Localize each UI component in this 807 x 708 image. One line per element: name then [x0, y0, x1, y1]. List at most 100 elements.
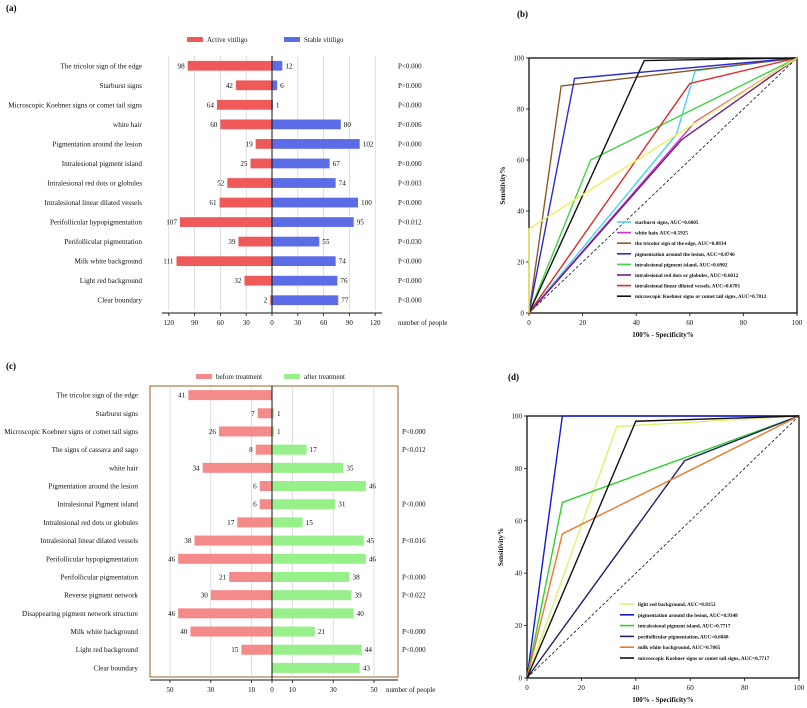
bar-stable [272, 256, 336, 267]
value-label-before: 8 [249, 446, 253, 454]
category-label: The tricolor sign of the edge [60, 62, 142, 70]
bar-active [235, 80, 272, 91]
p-value: P<0.000 [402, 573, 426, 581]
x-tick-label: 40 [632, 684, 640, 692]
panel-label: (b) [517, 9, 528, 19]
x-tick-label: 60 [217, 319, 225, 327]
x-tick-label: 90 [191, 319, 199, 327]
value-label-before: 21 [219, 573, 227, 581]
bar-active [216, 99, 272, 110]
value-label-active: 2 [264, 297, 268, 305]
bar-stable [272, 80, 278, 91]
value-label-stable: 74 [339, 258, 347, 266]
roc-curve-3 [526, 415, 800, 679]
x-tick-label: 0 [270, 686, 274, 694]
value-label-before: 41 [178, 392, 186, 400]
bar-after [272, 481, 366, 492]
y-axis-title: Sensitivity% [499, 166, 507, 204]
legend-label: intralesional pigment island, AUC=0.6902 [635, 262, 728, 268]
legend-swatch [284, 37, 300, 42]
p-value: P<0.000 [402, 501, 426, 509]
value-label-after: 15 [306, 519, 314, 527]
y-tick-label: 0 [519, 675, 523, 683]
roc-curve-5 [526, 415, 800, 679]
bar-before [241, 644, 272, 655]
x-tick-label: 40 [633, 319, 641, 327]
category-label: Light red background [80, 277, 143, 285]
bar-stable [272, 275, 338, 286]
category-label: Intralesional pigment island [62, 160, 143, 168]
x-tick-label: 60 [687, 684, 695, 692]
category-label: Reverse pigment network [64, 592, 138, 600]
bar-stable [272, 236, 320, 247]
p-value: P<0.000 [398, 258, 422, 266]
value-label-after: 1 [277, 410, 281, 418]
value-label-stable: 74 [339, 180, 347, 188]
x-tick-label: 60 [686, 319, 694, 327]
p-value: P<0.012 [398, 219, 422, 227]
p-value: P<0.030 [398, 238, 422, 246]
bar-stable [272, 60, 283, 71]
value-label-before: 6 [253, 501, 257, 509]
p-value: P<0.000 [402, 628, 426, 636]
value-label-before: 26 [209, 428, 217, 436]
panel-d: (d) 00 20 20 40 40 60 60 80 80 100 100 100% - Specif… [497, 372, 805, 704]
value-label-before: 6 [253, 483, 257, 491]
value-label-before: 34 [192, 464, 200, 472]
category-label: Pigmentation around the lesion [48, 483, 138, 491]
bar-active [270, 295, 272, 306]
bar-after [272, 462, 344, 473]
x-tick-label: 20 [579, 319, 587, 327]
value-label-stable: 12 [285, 62, 293, 70]
bar-active [227, 178, 272, 188]
legend-label: light red background, AUC=0.8152 [638, 602, 716, 608]
bar-before [257, 408, 272, 419]
x-tick-label: 50 [167, 686, 175, 694]
value-label-after: 38 [353, 573, 361, 581]
panel-label: (a) [6, 3, 17, 13]
value-label-before: 46 [168, 610, 176, 618]
value-label-after: 40 [357, 610, 365, 618]
p-value: P<0.000 [398, 199, 422, 207]
x-axis-title: 100% - Specificity% [632, 696, 693, 704]
y-tick-label: 60 [515, 517, 523, 525]
category-label: Milk white background [75, 258, 143, 266]
value-label-before: 7 [251, 410, 255, 418]
category-label: white hair [113, 121, 143, 129]
bar-stable [272, 217, 354, 227]
x-tick-label: 90 [346, 319, 354, 327]
roc-curve-1 [526, 415, 799, 679]
bar-stable [272, 178, 336, 188]
value-label-stable: 95 [357, 219, 365, 227]
x-tick-label: 100 [792, 319, 803, 327]
panel-a: (a) Active vitiligo Stable vitiligo The tri… [6, 3, 447, 327]
value-label-active: 39 [228, 238, 236, 246]
bar-stable [272, 197, 358, 208]
x-tick-label: 20 [578, 684, 586, 692]
bar-after [272, 535, 364, 546]
x-tick-label: 60 [320, 319, 328, 327]
bar-before [259, 499, 272, 510]
x-tick-label: 0 [270, 319, 274, 327]
bar-before [255, 444, 272, 455]
bar-after [272, 553, 366, 564]
category-label: Perifollicular pigmentation [60, 573, 138, 581]
category-label: Light red background [76, 646, 139, 654]
y-tick-label: 80 [517, 106, 525, 114]
value-label-active: 61 [209, 199, 217, 207]
value-label-after: 1 [277, 428, 281, 436]
bar-before [259, 481, 272, 492]
bar-active [255, 139, 272, 149]
category-label: Intralesional red dots or globules [47, 180, 142, 188]
x-tick-label: 10 [289, 686, 297, 694]
category-label: Disappearing pigment network structure [22, 610, 138, 618]
bar-stable [272, 158, 330, 169]
value-label-after: 35 [346, 464, 354, 472]
roc-curve-2 [528, 57, 798, 314]
x-tick-label: 80 [741, 684, 749, 692]
x-tick-label: 30 [330, 686, 338, 694]
panel-b: (b) 00 20 20 40 40 60 60 80 80 100 100 100% - Specif… [499, 9, 803, 339]
bar-after [272, 444, 307, 455]
p-value: P<0.003 [398, 180, 422, 188]
x-tick-label: 30 [207, 686, 215, 694]
